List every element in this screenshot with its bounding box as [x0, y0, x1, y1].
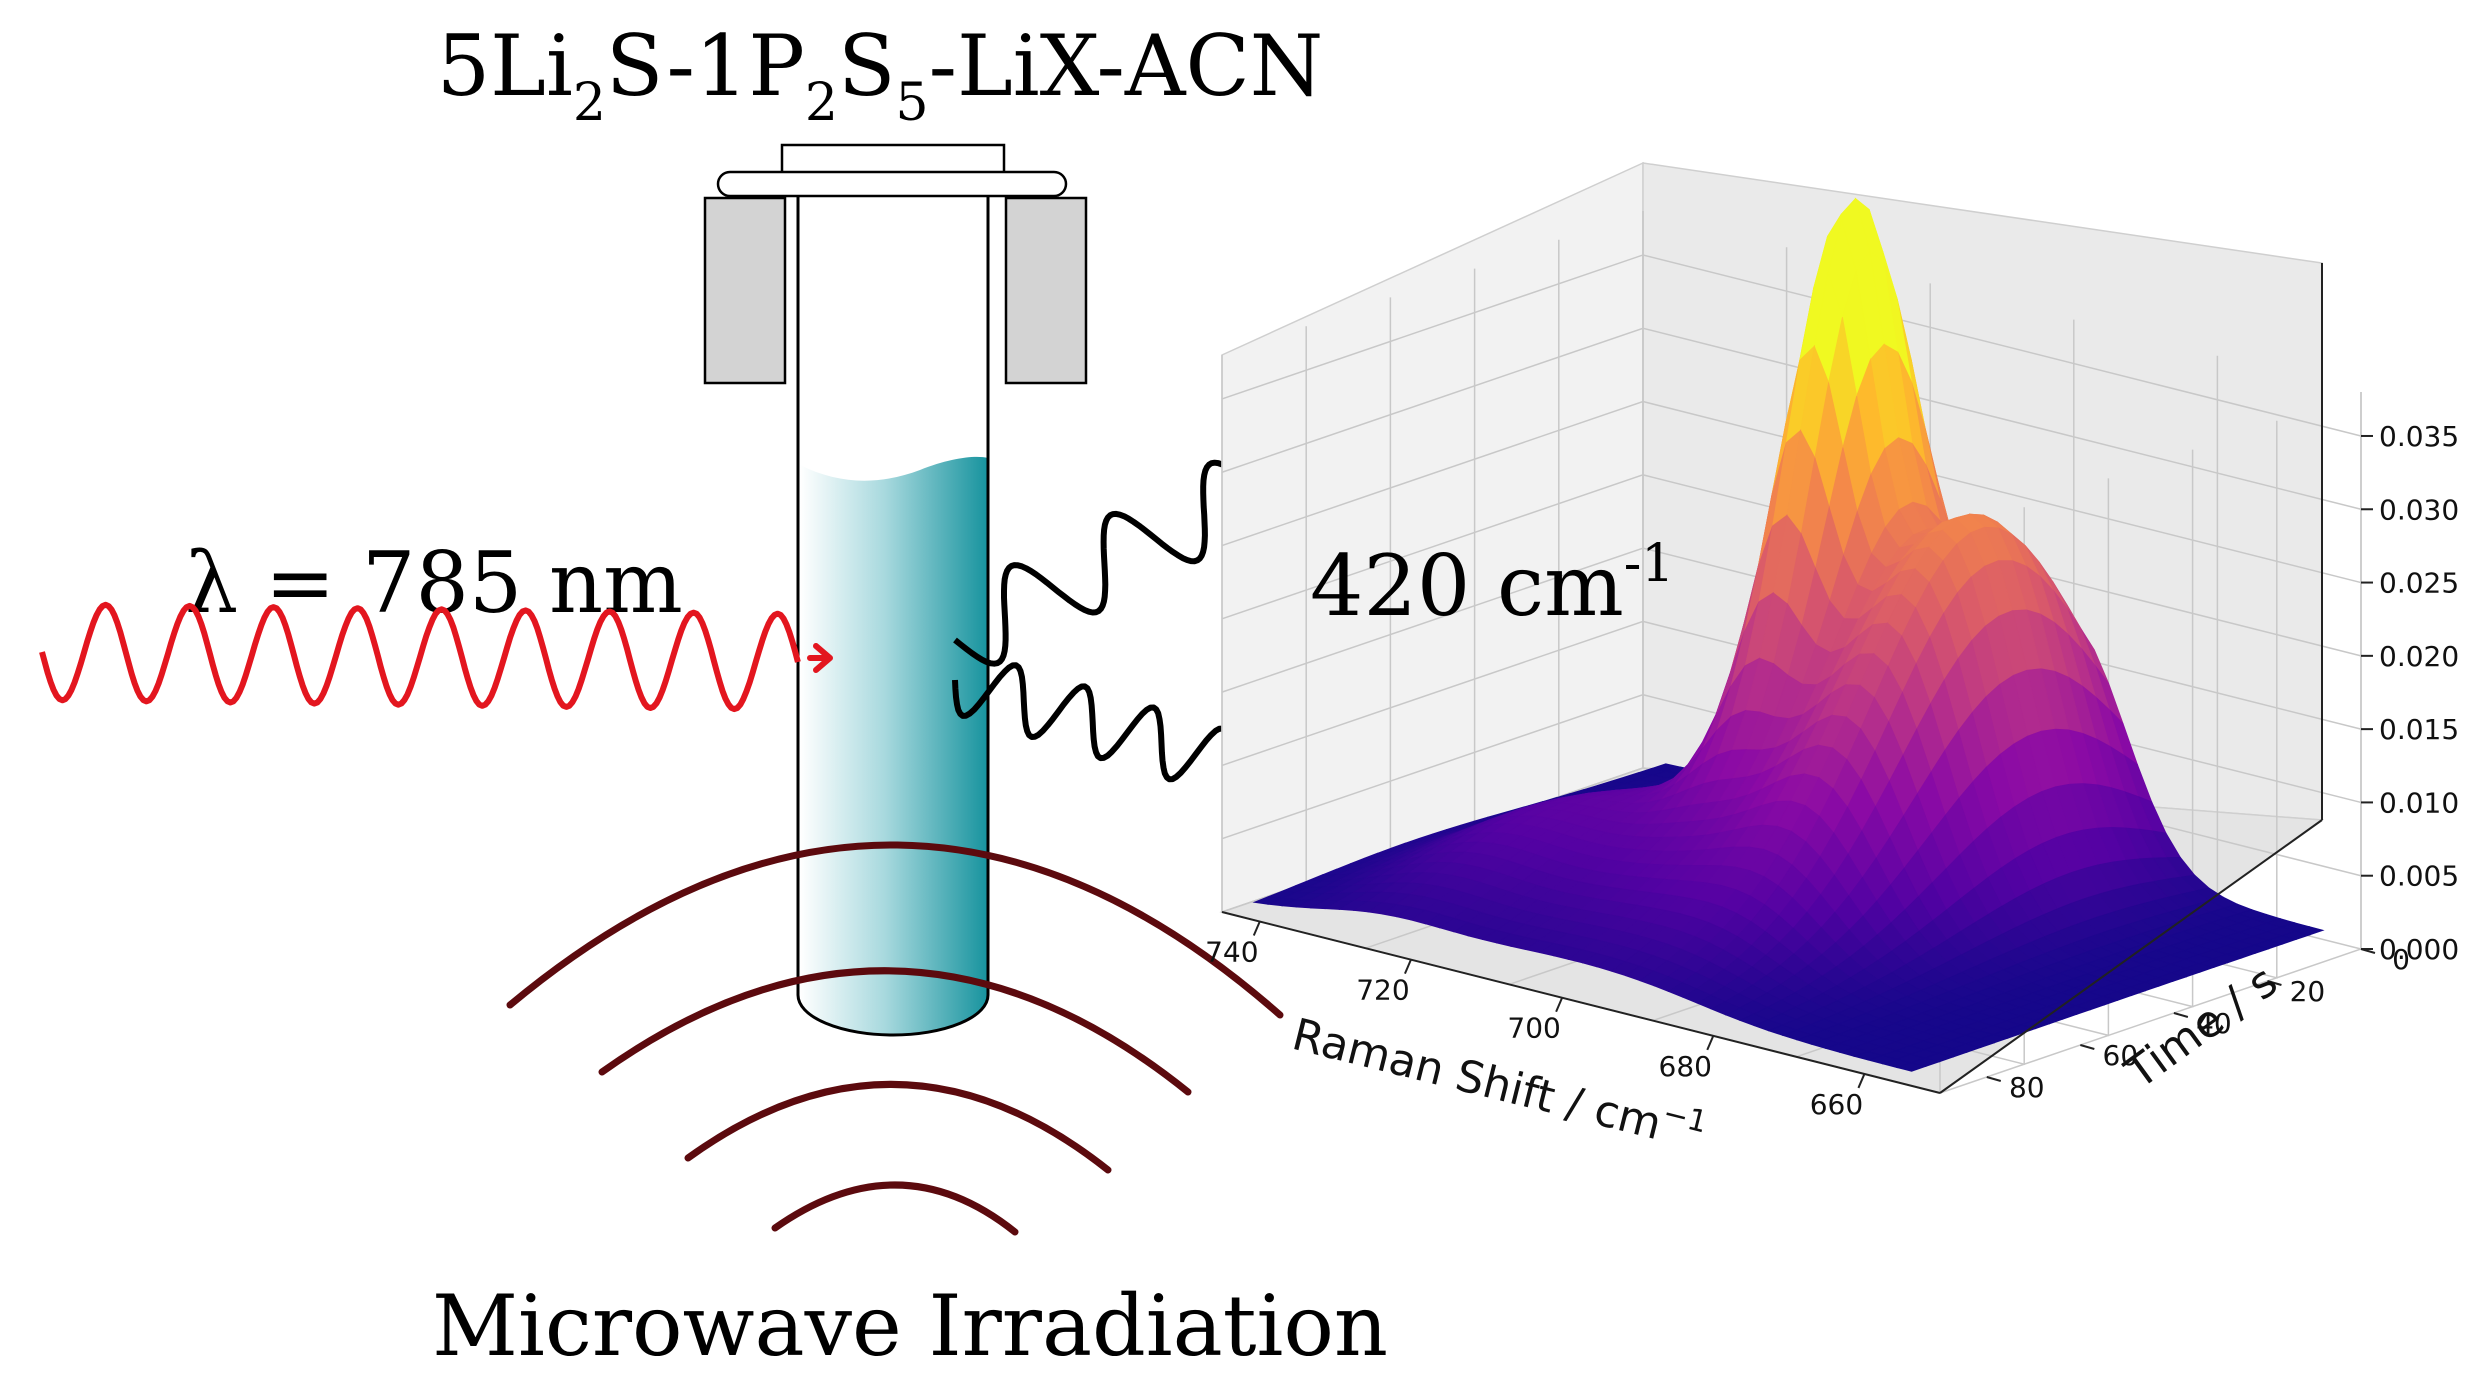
- vial-body: [796, 196, 990, 1037]
- z-tick-label: 0.005: [2379, 860, 2459, 893]
- x-tick-label: 720: [1356, 974, 1409, 1007]
- raman-surface-chart: 740 720 700 680 660 0 20 40 60 80 0.000 0.005 0.01…: [1205, 161, 2459, 1161]
- laser-beam: [39, 601, 833, 713]
- y-tick-label: 40: [2196, 1007, 2232, 1040]
- clamp-left: [703, 196, 787, 385]
- grid-line-z: [1221, 474, 2362, 657]
- sample-vial: [703, 143, 1088, 1037]
- y-tick-mark: [2080, 1044, 2095, 1050]
- x-tick-mark: [1252, 921, 1261, 936]
- y-tick-mark: [2267, 980, 2282, 986]
- surface-patch: [1895, 1062, 1927, 1072]
- x-tick-mark: [1857, 1073, 1866, 1089]
- microwave-arc-3: [684, 1080, 1112, 1174]
- x-tick-label: 700: [1507, 1012, 1560, 1045]
- y-tick-mark: [1986, 1076, 2002, 1082]
- z-tick-label: 0.035: [2379, 420, 2459, 453]
- x-axis-label: Raman Shift / cm−1: [1287, 1004, 1710, 1161]
- microwave-arc-1: [506, 841, 1284, 1019]
- y-tick-label: 20: [2290, 975, 2326, 1008]
- clamp-right: [1004, 196, 1088, 385]
- grid-line-z: [1221, 254, 2362, 437]
- y-axis-line: [1939, 819, 2323, 1094]
- sample-title: 5Li2S-1P2S5-LiX-ACN: [437, 17, 1324, 133]
- z-tick-label: 0.030: [2379, 493, 2459, 526]
- z-axis-ticks: 0.000 0.005 0.010 0.015 0.020 0.025 0.030 0.035: [2361, 420, 2459, 966]
- microwave-label: Microwave Irradiation: [432, 1277, 1388, 1375]
- microwave-arc-4: [771, 1181, 1019, 1236]
- x-tick-mark: [1555, 997, 1564, 1013]
- grid-line-z: [1221, 327, 2362, 510]
- x-axis-line: [1221, 911, 1941, 1094]
- microwave-waves: [506, 841, 1284, 1236]
- x-tick-label: 660: [1810, 1088, 1863, 1121]
- vial-liquid: [800, 456, 988, 1035]
- z-tick-label: 0.015: [2379, 713, 2459, 746]
- z-tick-label: 0.000: [2379, 933, 2459, 966]
- z-tick-label: 0.010: [2379, 786, 2459, 819]
- y-axis-ticks: 0 20 40 60 80: [1986, 943, 2410, 1104]
- vial-lip: [716, 170, 1068, 198]
- y-tick-mark: [2173, 1012, 2189, 1018]
- grid-line-z: [1221, 400, 2362, 584]
- y-tick-label: 80: [2009, 1071, 2045, 1104]
- peak-wavenumber-label: 420 cm-1: [1310, 534, 1674, 635]
- x-tick-label: 740: [1205, 936, 1258, 969]
- x-axis-ticks: 740 720 700 680 660: [1205, 921, 1866, 1121]
- grid-line-z: [1221, 547, 2362, 730]
- z-tick-label: 0.025: [2379, 567, 2459, 600]
- laser-arrowhead-icon: [807, 643, 833, 673]
- y-tick-label: 0: [2392, 943, 2410, 976]
- z-tick-label: 0.020: [2379, 640, 2459, 673]
- x-tick-mark: [1706, 1035, 1715, 1051]
- y-tick-label: 60: [2103, 1039, 2139, 1072]
- x-tick-label: 680: [1659, 1050, 1712, 1083]
- x-tick-mark: [1404, 959, 1412, 975]
- microwave-arc-2: [598, 967, 1192, 1096]
- intensity-surface: [1252, 197, 2325, 1072]
